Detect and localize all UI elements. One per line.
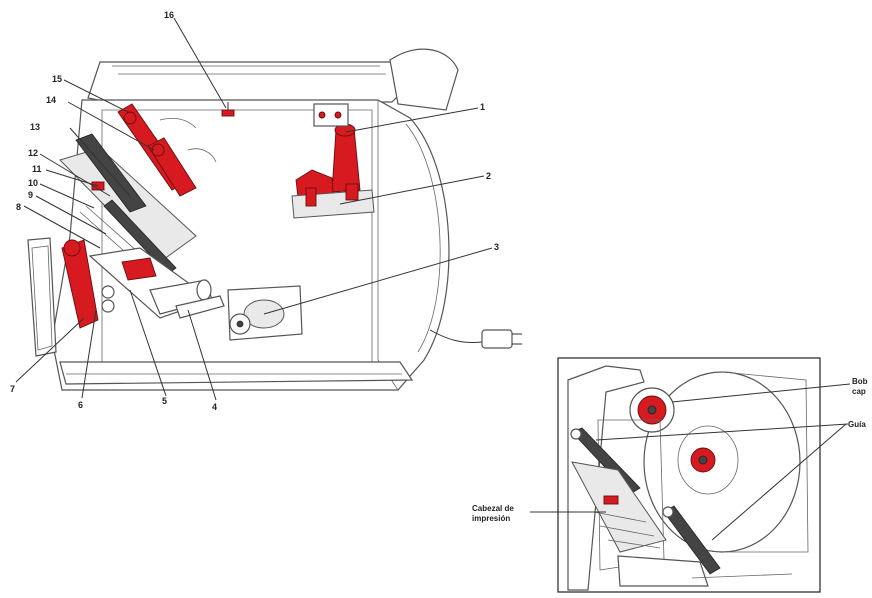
rewind-motor [227, 285, 303, 341]
leader-lines [15, 17, 493, 401]
inset-detail [530, 357, 851, 593]
callout-14: 14 [46, 95, 56, 105]
printhead-lever [61, 239, 115, 329]
printhead-assembly [59, 133, 225, 319]
printer-body [27, 48, 522, 391]
supply-spindle [291, 123, 375, 219]
callout-3: 3 [494, 242, 499, 252]
callout-7: 7 [10, 384, 15, 394]
callout-1: 1 [480, 102, 485, 112]
inset-label-printhead-1: Cabezal de [472, 504, 514, 513]
inset-label-printhead-2: impresión [472, 514, 510, 523]
callout-13: 13 [30, 122, 40, 132]
ribbon-spindles [117, 103, 217, 197]
callout-15: 15 [52, 74, 62, 84]
callout-9: 9 [28, 190, 33, 200]
panel-dots [313, 103, 349, 127]
callout-11: 11 [32, 164, 42, 174]
callout-5: 5 [162, 396, 167, 406]
callout-12: 12 [28, 148, 38, 158]
callout-10: 10 [28, 178, 38, 188]
callout-16: 16 [164, 10, 174, 20]
callout-2: 2 [486, 171, 491, 181]
inset-label-spool-1: Bob [852, 377, 868, 386]
callout-numbers: 1 2 3 4 5 6 7 8 9 10 11 12 13 14 15 16 [10, 10, 499, 412]
inset-labels: Bob cap Guía Cabezal de impresión [472, 377, 868, 523]
inset-label-guide: Guía [848, 420, 866, 429]
sensor-16 [221, 102, 235, 117]
inset-label-spool-2: cap [852, 387, 866, 396]
callout-4: 4 [212, 402, 217, 412]
callout-8: 8 [16, 202, 21, 212]
callout-6: 6 [78, 400, 83, 410]
